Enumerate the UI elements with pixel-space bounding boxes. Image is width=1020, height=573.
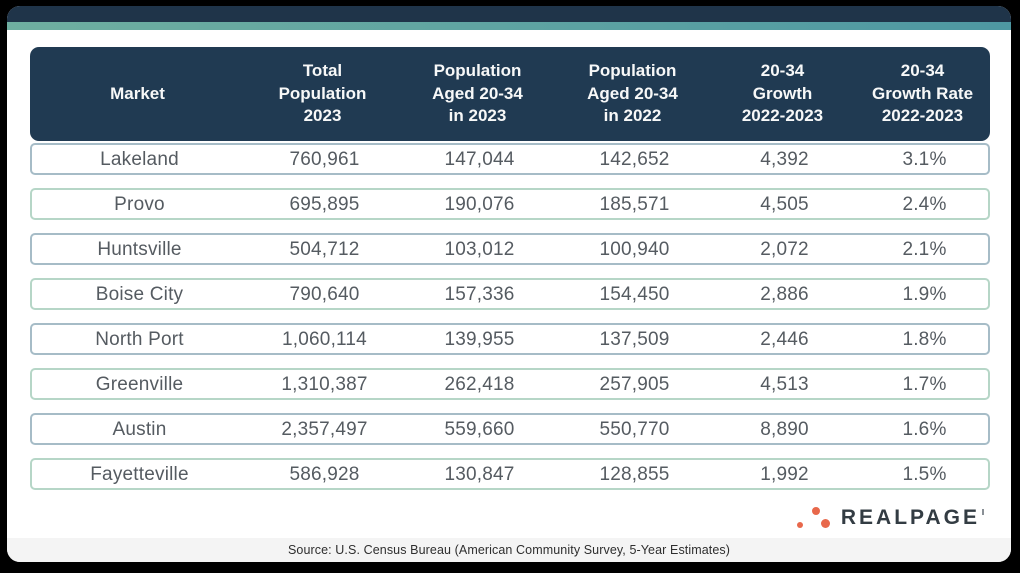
logo-dot-icon (796, 521, 803, 528)
table-row-huntsville: Huntsville 504,712 103,012 100,940 2,072… (30, 233, 990, 265)
cell-market: Greenville (95, 373, 184, 395)
cell-growth: 1,992 (760, 463, 809, 485)
realpage-logo: REALPAGE (795, 503, 984, 533)
cell-market: Austin (112, 418, 167, 440)
cell-growth: 2,446 (760, 328, 809, 350)
realpage-logo-text: REALPAGE (840, 506, 980, 529)
cell-growth: 4,392 (760, 148, 809, 170)
cell-pop-20-34-2022: 550,770 (599, 418, 670, 440)
cell-market: Boise City (95, 283, 184, 305)
cell-growth: 4,513 (760, 373, 809, 395)
table-row-boise-city: Boise City 790,640 157,336 154,450 2,886… (30, 278, 990, 310)
cell-growth-rate: 2.1% (902, 238, 947, 260)
col-header-market: Market (110, 83, 165, 103)
logo-dot-icon (820, 518, 830, 528)
cell-pop-20-34-2023: 559,660 (444, 418, 515, 440)
cell-market: Lakeland (100, 148, 179, 170)
cell-growth-rate: 1.5% (902, 463, 947, 485)
col-header-pop-20-34-2023: Population Aged 20-34 in 2023 (432, 60, 523, 126)
cell-pop-20-34-2022: 154,450 (599, 283, 670, 305)
cell-total-population-2023: 586,928 (289, 463, 360, 485)
col-header-total-population-2023: Total Population 2023 (278, 60, 367, 126)
table-row-austin: Austin 2,357,497 559,660 550,770 8,890 1… (30, 413, 990, 445)
cell-pop-20-34-2022: 137,509 (599, 328, 670, 350)
cell-growth: 8,890 (760, 418, 809, 440)
table-row-provo: Provo 695,895 190,076 185,571 4,505 2.4% (30, 188, 990, 220)
source-text: Source: U.S. Census Bureau (American Com… (287, 543, 731, 557)
col-header-growth-rate-2022-2023: 20-34 Growth Rate 2022-2023 (871, 60, 974, 126)
col-header-pop-20-34-2022: Population Aged 20-34 in 2022 (587, 60, 678, 126)
cell-growth-rate: 1.6% (902, 418, 947, 440)
cell-pop-20-34-2023: 157,336 (444, 283, 515, 305)
logo-dot-icon (811, 506, 820, 515)
cell-growth-rate: 1.8% (902, 328, 947, 350)
cell-total-population-2023: 760,961 (289, 148, 360, 170)
table-row-lakeland: Lakeland 760,961 147,044 142,652 4,392 3… (30, 143, 990, 175)
cell-market: Huntsville (97, 238, 182, 260)
cell-total-population-2023: 1,310,387 (281, 373, 368, 395)
source-strip: Source: U.S. Census Bureau (American Com… (7, 538, 1011, 562)
cell-pop-20-34-2023: 190,076 (444, 193, 515, 215)
cell-growth-rate: 1.7% (902, 373, 947, 395)
report-card: Market Total Population 2023 Population … (7, 6, 1011, 562)
cell-pop-20-34-2023: 147,044 (444, 148, 515, 170)
population-table: Market Total Population 2023 Population … (30, 47, 990, 490)
cell-pop-20-34-2023: 139,955 (444, 328, 515, 350)
cell-total-population-2023: 695,895 (289, 193, 360, 215)
cell-pop-20-34-2022: 128,855 (599, 463, 670, 485)
cell-pop-20-34-2023: 262,418 (444, 373, 515, 395)
realpage-dots-icon (795, 506, 832, 531)
cell-growth-rate: 3.1% (902, 148, 947, 170)
cell-total-population-2023: 790,640 (289, 283, 360, 305)
trademark-mark (982, 509, 984, 515)
cell-total-population-2023: 2,357,497 (281, 418, 368, 440)
table-row-fayetteville: Fayetteville 586,928 130,847 128,855 1,9… (30, 458, 990, 490)
cell-total-population-2023: 1,060,114 (282, 328, 367, 350)
cell-market: Fayetteville (90, 463, 189, 485)
cell-pop-20-34-2022: 142,652 (599, 148, 670, 170)
cell-growth: 2,072 (760, 238, 809, 260)
cell-growth: 4,505 (760, 193, 809, 215)
table-row-north-port: North Port 1,060,114 139,955 137,509 2,4… (30, 323, 990, 355)
cell-market: Provo (114, 193, 165, 215)
top-navy-bar (7, 6, 1011, 22)
cell-growth-rate: 1.9% (902, 283, 947, 305)
cell-total-population-2023: 504,712 (289, 238, 360, 260)
cell-pop-20-34-2022: 100,940 (599, 238, 670, 260)
table-header-row: Market Total Population 2023 Population … (30, 47, 990, 141)
table-row-greenville: Greenville 1,310,387 262,418 257,905 4,5… (30, 368, 990, 400)
cell-market: North Port (95, 328, 184, 350)
cell-pop-20-34-2023: 103,012 (444, 238, 515, 260)
top-teal-accent-bar (7, 22, 1011, 30)
cell-growth: 2,886 (760, 283, 809, 305)
col-header-growth-2022-2023: 20-34 Growth 2022-2023 (741, 60, 824, 126)
cell-pop-20-34-2022: 257,905 (599, 373, 670, 395)
cell-pop-20-34-2023: 130,847 (444, 463, 515, 485)
cell-growth-rate: 2.4% (902, 193, 947, 215)
cell-pop-20-34-2022: 185,571 (599, 193, 670, 215)
